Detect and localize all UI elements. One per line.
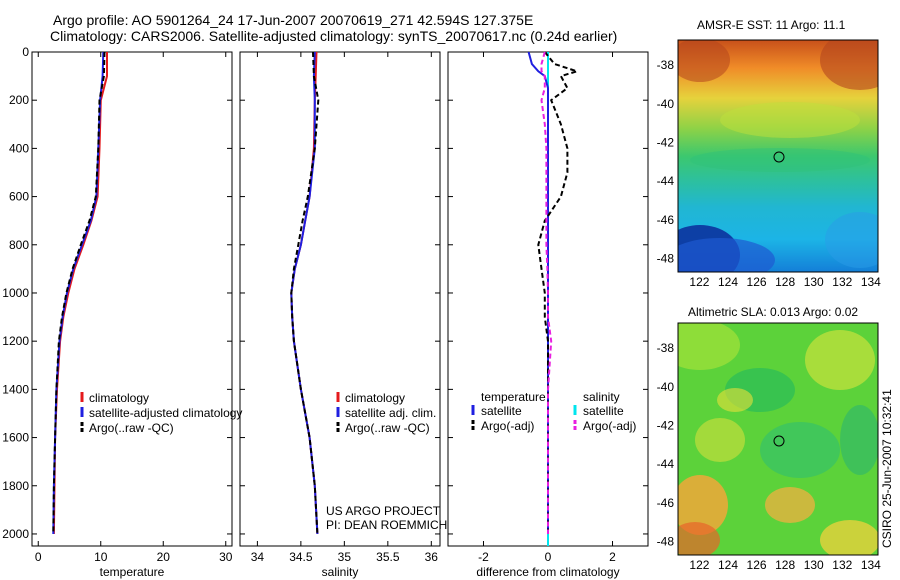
x-tick-label: 0 xyxy=(35,550,42,564)
x-tick-label: 34 xyxy=(251,550,265,564)
y-tick-label: 1200 xyxy=(2,334,29,348)
figure-title-line2: Climatology: CARS2006. Satellite-adjuste… xyxy=(50,28,618,44)
y-tick-label: 2000 xyxy=(2,527,29,541)
figure-title-line1: Argo profile: AO 5901264_24 17-Jun-2007 … xyxy=(53,12,534,28)
series-line-argo-raw-qc- xyxy=(52,51,106,535)
map-x-tick-label: 130 xyxy=(804,275,824,289)
legend-label: climatology xyxy=(89,391,149,405)
sst-map-frame xyxy=(677,39,879,273)
map-y-tick-label: -44 xyxy=(657,174,675,188)
legend-label: satellite-adjusted climatology xyxy=(89,406,242,420)
legend-label: satellite xyxy=(481,404,522,418)
map-x-tick-label: 132 xyxy=(832,558,852,572)
x-tick-label: 35 xyxy=(338,550,352,564)
map-y-tick-label: -46 xyxy=(657,496,675,510)
sla-map-title: Altimetric SLA: 0.013 Argo: 0.02 xyxy=(688,305,859,319)
sla-argo-marker xyxy=(773,435,785,447)
legend-group-title: salinity xyxy=(583,390,620,404)
sst-argo-marker xyxy=(773,151,785,163)
map-x-tick-label: 130 xyxy=(804,558,824,572)
map-x-tick-label: 124 xyxy=(718,275,738,289)
x-tick-label: -2 xyxy=(478,550,489,564)
y-tick-label: 1600 xyxy=(2,431,29,445)
map-y-tick-label: -38 xyxy=(657,341,675,355)
y-tick-label: 200 xyxy=(9,93,29,107)
map-y-tick-label: -46 xyxy=(657,213,675,227)
legend-label: satellite adj. clim. xyxy=(345,406,436,420)
y-tick-label: 800 xyxy=(9,238,29,252)
y-tick-label: 1400 xyxy=(2,382,29,396)
map-x-tick-label: 132 xyxy=(832,275,852,289)
map-y-tick-label: -48 xyxy=(657,251,675,265)
legend-group-title: temperature xyxy=(481,390,546,404)
map-x-tick-label: 134 xyxy=(861,558,881,572)
x-tick-label: 30 xyxy=(219,550,233,564)
annotation-text: PI: DEAN ROEMMICH xyxy=(326,518,447,532)
x-tick-label: 36 xyxy=(425,550,439,564)
x-tick-label: 20 xyxy=(157,550,171,564)
x-tick-label: 10 xyxy=(94,550,108,564)
map-x-tick-label: 122 xyxy=(689,558,709,572)
x-axis-label: temperature xyxy=(100,565,165,579)
sst-map xyxy=(678,40,878,272)
legend-label: Argo(-adj) xyxy=(583,419,636,433)
x-axis-label: salinity xyxy=(322,565,359,579)
x-tick-label: 34.5 xyxy=(289,550,313,564)
map-x-tick-label: 126 xyxy=(747,275,767,289)
map-x-tick-label: 124 xyxy=(718,558,738,572)
series-line-argo-raw-qc- xyxy=(290,51,320,535)
map-y-tick-label: -42 xyxy=(657,418,675,432)
map-x-tick-label: 122 xyxy=(689,275,709,289)
legend-label: Argo(..raw -QC) xyxy=(345,421,430,435)
y-tick-label: 400 xyxy=(9,141,29,155)
map-y-tick-label: -48 xyxy=(657,534,675,548)
x-tick-label: 2 xyxy=(609,550,616,564)
x-tick-label: 0 xyxy=(545,550,552,564)
legend-label: Argo(..raw -QC) xyxy=(89,421,174,435)
sla-map-frame xyxy=(677,322,879,556)
map-y-tick-label: -40 xyxy=(657,380,675,394)
profile-lines-layer xyxy=(52,51,581,546)
series-line-salinity-argo-adj- xyxy=(540,51,553,534)
legend-label: satellite xyxy=(583,404,624,418)
x-axis-label: difference from climatology xyxy=(476,565,619,579)
temperature-axes xyxy=(31,51,233,547)
map-x-tick-label: 128 xyxy=(775,275,795,289)
legend-label: climatology xyxy=(345,391,405,405)
y-tick-label: 600 xyxy=(9,190,29,204)
legend-label: Argo(-adj) xyxy=(481,419,534,433)
y-tick-label: 1000 xyxy=(2,286,29,300)
y-tick-label: 1800 xyxy=(2,479,29,493)
map-y-tick-label: -38 xyxy=(657,58,675,72)
map-y-tick-label: -40 xyxy=(657,97,675,111)
salinity-axes xyxy=(239,51,441,547)
map-y-tick-label: -44 xyxy=(657,457,675,471)
map-x-tick-label: 126 xyxy=(747,558,767,572)
map-x-tick-label: 128 xyxy=(775,558,795,572)
map-x-tick-label: 134 xyxy=(861,275,881,289)
sla-map xyxy=(678,323,878,555)
y-tick-label: 0 xyxy=(22,45,29,59)
x-tick-label: 35.5 xyxy=(376,550,400,564)
map-y-tick-label: -42 xyxy=(657,135,675,149)
sst-map-title: AMSR-E SST: 11 Argo: 11.1 xyxy=(697,18,846,32)
annotation-text: US ARGO PROJECT xyxy=(326,504,441,518)
